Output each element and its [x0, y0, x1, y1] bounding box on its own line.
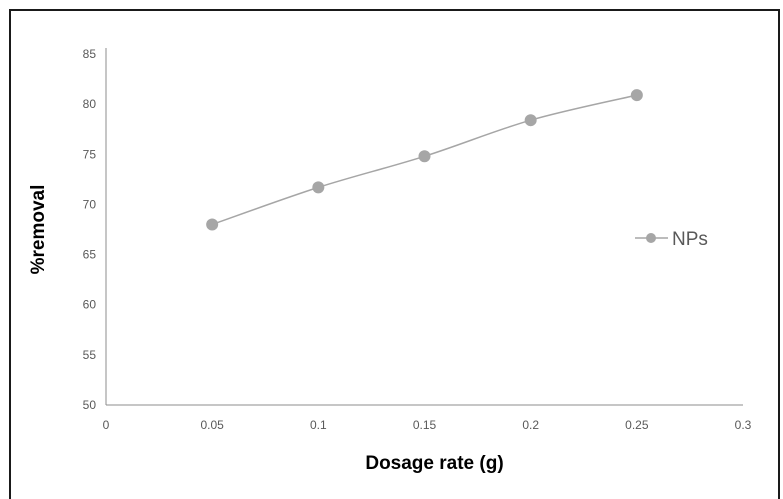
y-tick-label: 50 — [83, 398, 97, 412]
x-tick-label: 0.05 — [200, 418, 224, 432]
legend-dot-marker — [646, 233, 656, 243]
data-point — [630, 89, 643, 102]
y-tick-label: 80 — [83, 97, 97, 111]
legend: NPs — [635, 229, 708, 250]
y-axis-title: %removal — [28, 185, 49, 275]
chart-frame — [9, 9, 780, 499]
y-tick-labels: 50 55 60 65 70 75 80 85 — [83, 47, 97, 412]
y-tick-label: 75 — [83, 147, 97, 161]
y-tick-label: 85 — [83, 47, 97, 61]
y-tick-label: 60 — [83, 298, 97, 312]
legend-label: NPs — [672, 229, 708, 250]
x-axis-title: Dosage rate (g) — [365, 453, 503, 474]
x-tick-labels: 0 0.05 0.1 0.15 0.2 0.25 0.3 — [103, 418, 752, 432]
x-tick-label: 0.3 — [735, 418, 752, 432]
data-point — [312, 181, 325, 194]
data-point — [418, 150, 431, 163]
y-tick-label: 65 — [83, 248, 97, 262]
data-point — [524, 114, 537, 127]
y-tick-label: 55 — [83, 348, 97, 362]
data-point — [206, 218, 219, 231]
series-layer — [206, 89, 643, 231]
y-tick-label: 70 — [83, 197, 97, 211]
x-tick-label: 0.1 — [310, 418, 327, 432]
x-tick-label: 0 — [103, 418, 110, 432]
x-tick-label: 0.15 — [413, 418, 437, 432]
x-tick-label: 0.2 — [522, 418, 539, 432]
x-tick-label: 0.25 — [625, 418, 649, 432]
